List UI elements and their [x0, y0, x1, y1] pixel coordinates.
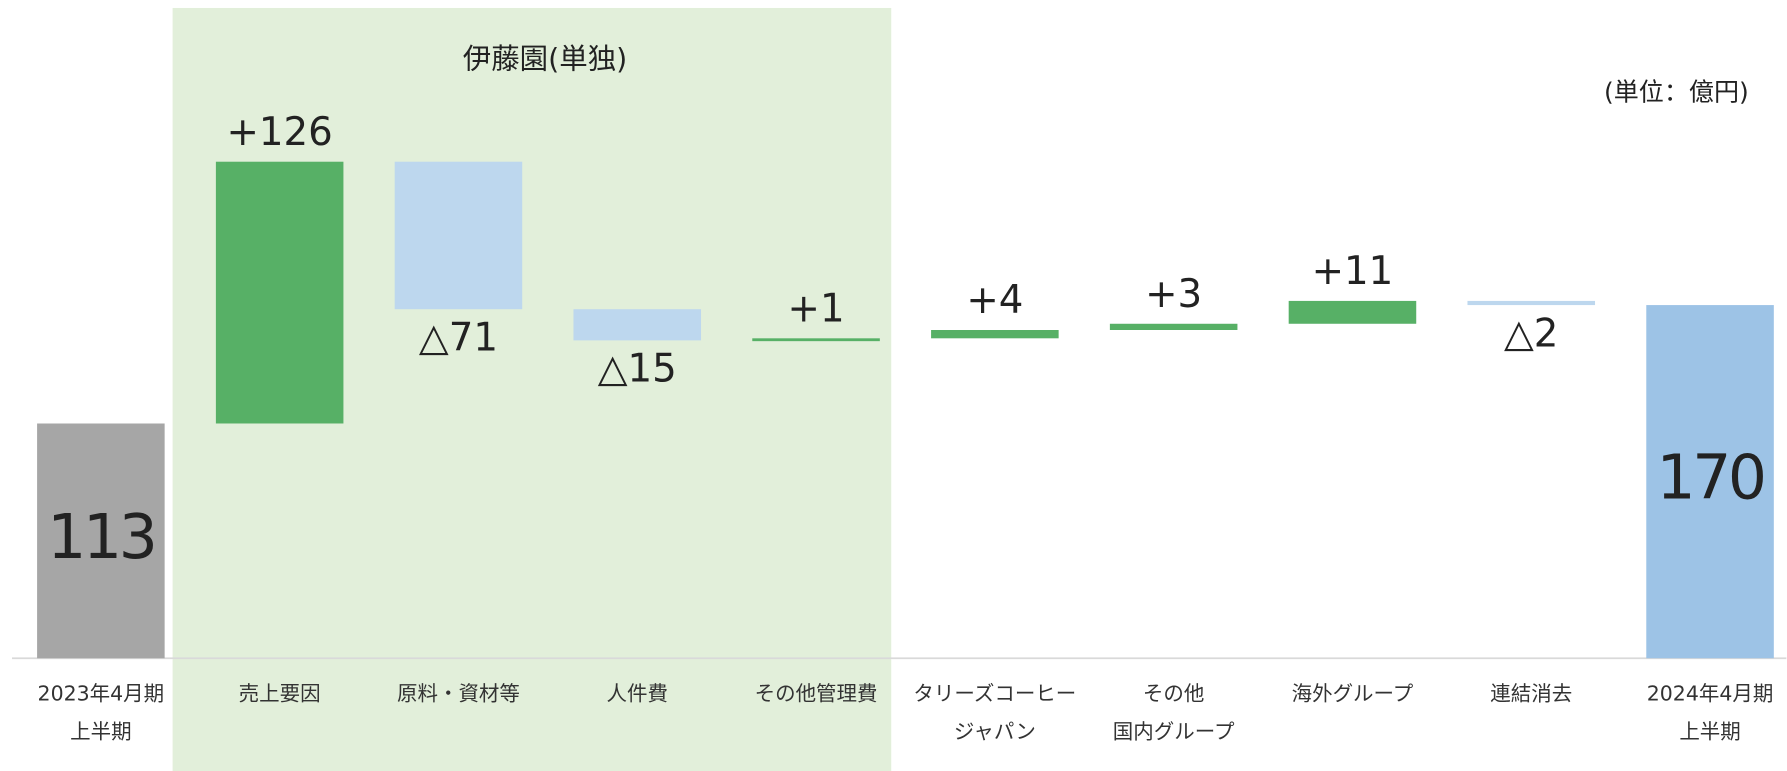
category-label: その他管理費	[755, 682, 878, 706]
category-label: 海外グループ	[1292, 682, 1414, 706]
value-label: 113	[47, 501, 154, 573]
value-label: △71	[419, 315, 498, 360]
value-label: △2	[1504, 311, 1558, 356]
value-label: △15	[598, 347, 677, 392]
bar	[37, 423, 165, 659]
category-label: 人件費	[607, 682, 668, 706]
category-label: 国内グループ	[1113, 719, 1235, 743]
bar	[1109, 323, 1238, 330]
value-label: +11	[1312, 249, 1394, 294]
category-label: 上半期	[70, 719, 131, 743]
category-label: 2023年4月期	[38, 682, 165, 706]
value-label: 170	[1656, 442, 1763, 514]
category-label: 2024年4月期	[1647, 682, 1774, 706]
bar	[215, 161, 344, 424]
bar	[1646, 305, 1774, 659]
category-label: その他	[1143, 682, 1204, 706]
group-label: 伊藤園(単独)	[463, 42, 628, 75]
bar	[1288, 300, 1417, 324]
bar	[931, 329, 1059, 339]
category-label: 連結消去	[1490, 682, 1572, 706]
value-label: +3	[1145, 272, 1202, 317]
category-label: 原料・資材等	[397, 682, 520, 706]
value-label: +4	[966, 278, 1023, 323]
category-label: 上半期	[1679, 719, 1740, 743]
category-label: ジャパン	[954, 719, 1036, 743]
bar	[1467, 300, 1596, 306]
value-label: +126	[226, 110, 332, 155]
category-label: 売上要因	[239, 682, 321, 706]
bar	[573, 309, 702, 341]
value-label: +1	[788, 286, 845, 331]
bar	[752, 338, 880, 342]
unit-label: (単位：億円)	[1604, 77, 1749, 106]
category-label: タリーズコーヒー	[913, 682, 1076, 706]
bar	[394, 161, 523, 310]
